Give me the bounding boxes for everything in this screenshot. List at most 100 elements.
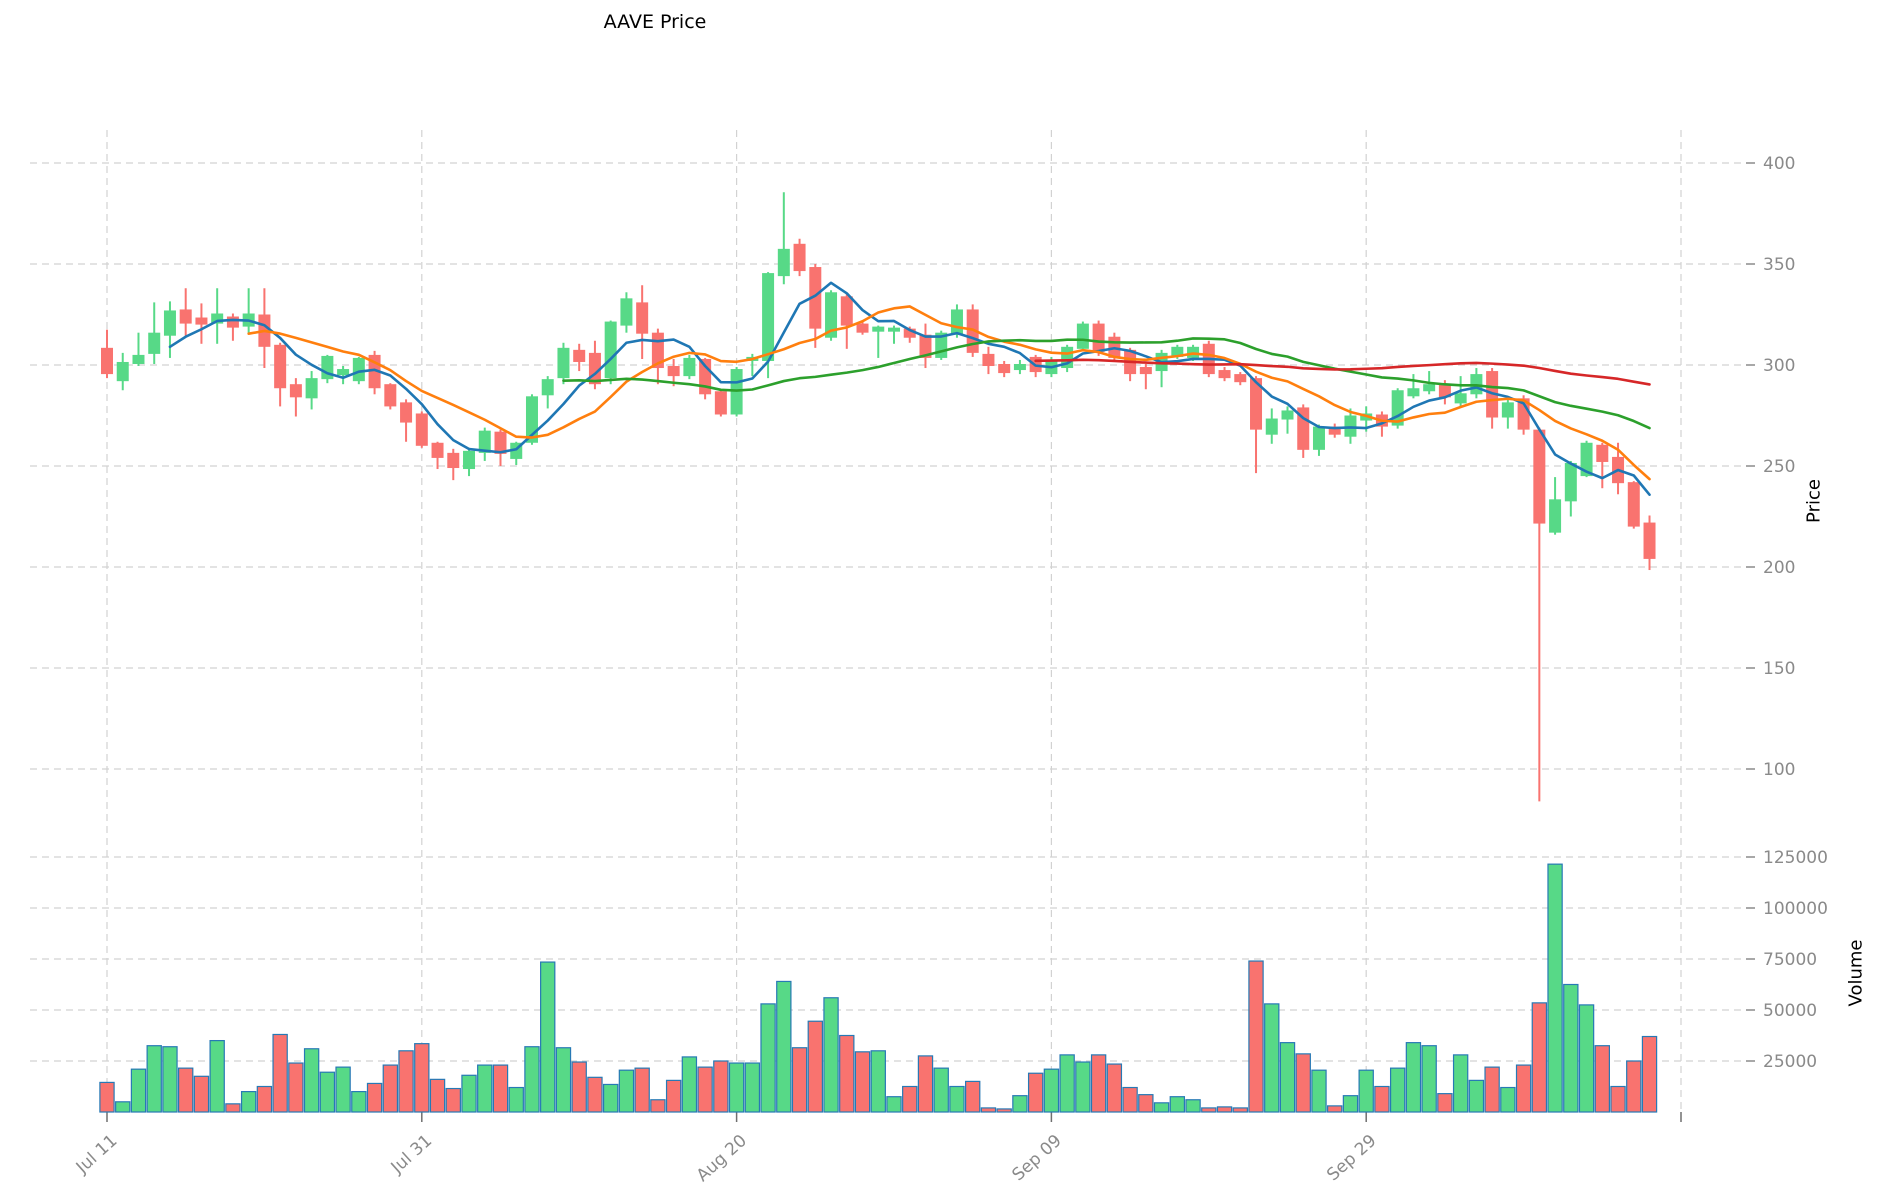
volume-bar [665,1079,682,1113]
candle-body-up [604,321,617,379]
volume-bar [162,1046,178,1113]
volume-bar [1563,983,1579,1113]
candle-body-down [998,363,1011,374]
candle-body-down [384,384,397,407]
candle-body-down [447,452,460,469]
price-tick-label: 350 [1763,255,1795,275]
volume-bar [429,1078,446,1113]
volume-tick-label: 125000 [1763,848,1828,868]
candle-body-up [777,248,790,277]
volume-bar [964,1080,981,1113]
volume-bar [917,1055,934,1113]
volume-bar [602,1083,619,1113]
volume-bar [933,1067,949,1113]
candle-body-up [305,378,318,399]
candle-body-up [541,379,554,396]
candle-body-up [1281,410,1294,420]
moving-average-lines [168,281,1651,496]
volume-bar [1358,1069,1374,1113]
x-tick-label: Jul 11 [72,1131,121,1178]
candle-body-up [1076,323,1089,349]
candle-body-down [274,344,287,389]
volume-bar [1311,1069,1327,1113]
volume-bar [225,1103,241,1113]
volume-bar [713,1060,729,1113]
price-tick-label: 400 [1763,154,1795,174]
candle-body-down [1234,374,1247,383]
candlestick-series [101,192,1656,802]
volume-bar [1626,1060,1642,1113]
volume-bar [146,1045,162,1113]
volume-bar [1090,1054,1107,1113]
volume-bar [240,1090,257,1113]
candle-body-down [1297,407,1310,450]
volume-bar [1342,1095,1359,1113]
volume-bar [823,997,839,1113]
volume-bar [461,1074,477,1113]
candle-body-up [683,357,696,377]
x-tick-label: Aug 20 [693,1131,751,1186]
volume-bar [1515,1064,1532,1113]
candle-body-down [1533,429,1546,524]
volume-bar [351,1090,367,1113]
volume-bar [791,1047,808,1113]
candle-body-up [620,298,633,326]
candle-body-up [872,326,885,332]
volume-bar [1610,1085,1626,1113]
ma-line-60 [1034,358,1651,386]
volume-bar [1452,1054,1469,1113]
volume-tick-label: 25000 [1763,1052,1817,1072]
candle-body-up [116,361,129,382]
candle-body-down [667,366,680,377]
volume-bar [445,1087,461,1113]
volume-bar [130,1068,147,1113]
candle-body-up [163,310,176,336]
volume-bar [1421,1045,1437,1113]
ma-line-5 [168,281,1651,496]
volume-bar [1122,1086,1138,1113]
volume-bar [618,1069,635,1113]
volume-bar [193,1075,210,1113]
candle-body-down [793,243,806,272]
candle-body-down [1596,444,1609,462]
candle-body-down [179,309,192,324]
price-tick-label: 100 [1763,760,1795,780]
volume-tick-label: 100000 [1763,899,1828,919]
volume-bar [1185,1099,1201,1113]
volume-bar [1484,1066,1500,1113]
volume-bar [996,1108,1012,1113]
candle-body-up [1312,426,1325,450]
volume-bar [1216,1106,1233,1113]
volume-series [99,863,1658,1113]
candle-body-up [463,450,476,470]
candle-body-down [494,431,507,454]
volume-bar [366,1082,383,1113]
volume-bar [728,1062,745,1113]
candle-body-up [950,309,963,335]
x-tick-label: Sep 09 [1008,1131,1065,1185]
candle-body-down [573,349,586,362]
price-tick-label: 250 [1763,457,1795,477]
candle-body-up [1501,402,1514,418]
volume-bar [524,1046,540,1113]
candle-body-down [195,317,208,325]
volume-bar [776,980,792,1113]
candle-body-up [825,292,838,338]
x-tick-label: Sep 29 [1323,1131,1380,1185]
volume-bar [414,1043,430,1113]
volume-bar [1106,1063,1123,1113]
candle-body-down [1643,522,1656,559]
candle-body-up [1013,363,1026,371]
volume-bar [587,1076,603,1113]
volume-bar [303,1048,320,1113]
candle-body-down [840,296,853,326]
candle-body-up [1454,393,1467,404]
candle-body-up [1171,346,1184,357]
candle-body-down [431,442,444,458]
volume-bar [1641,1035,1658,1113]
volume-bar [1059,1054,1075,1113]
volume-bar [1248,960,1264,1113]
volume-bar [508,1086,524,1113]
volume-bar [1531,1002,1548,1113]
